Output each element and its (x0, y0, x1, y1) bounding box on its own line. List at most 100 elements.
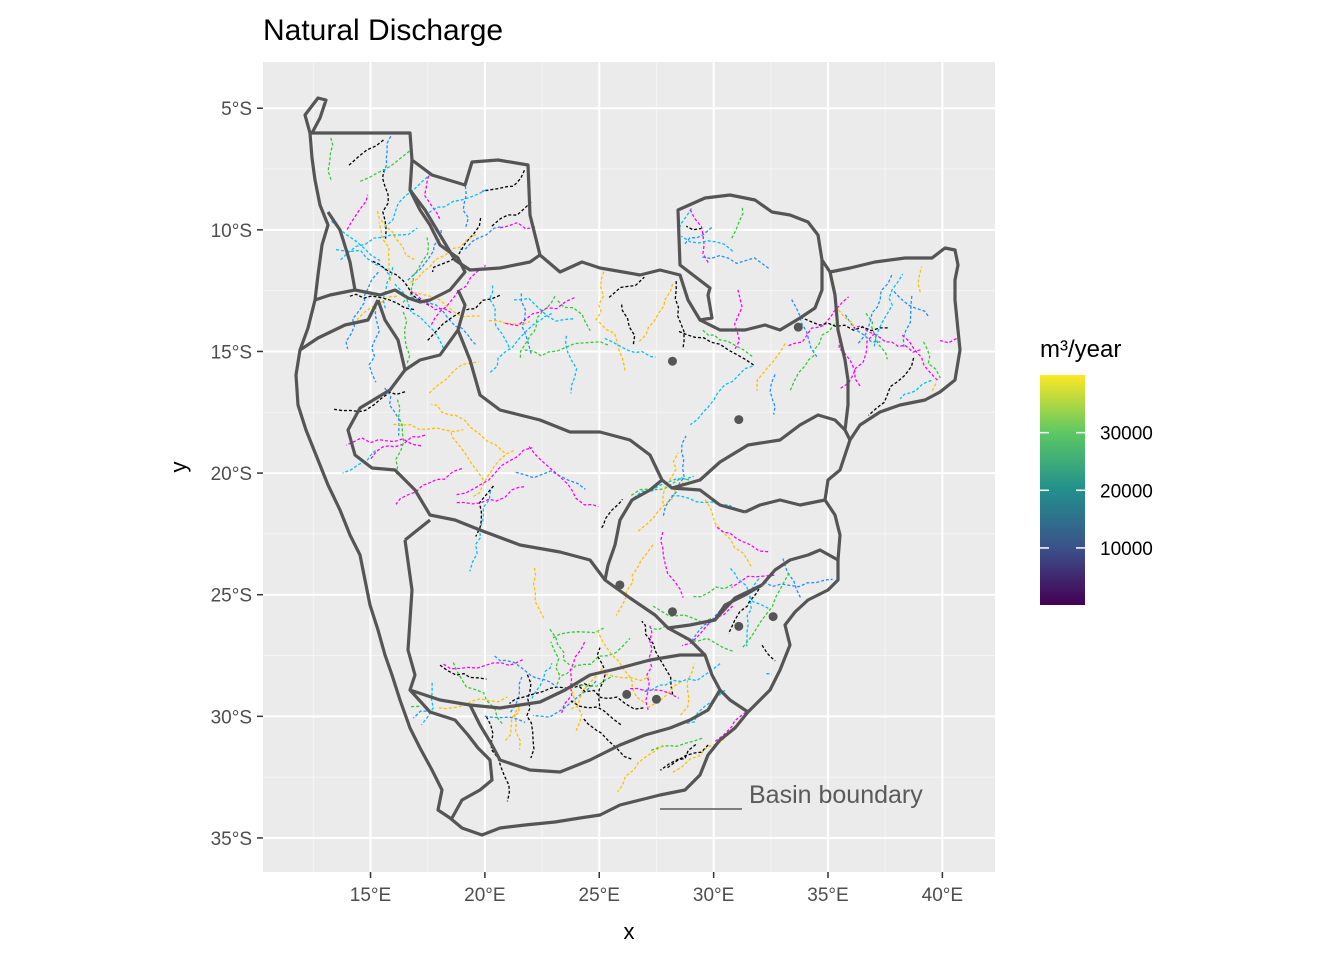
river-segment (420, 682, 434, 726)
station-point (615, 580, 625, 590)
river-segment (604, 337, 656, 358)
river-segment (714, 525, 769, 553)
river-segment (409, 290, 452, 314)
river-segment (801, 317, 888, 332)
river-segment (504, 708, 520, 742)
river-segment (704, 499, 752, 567)
river-segment (615, 544, 654, 616)
river-segment (372, 260, 430, 306)
river-segment (475, 485, 495, 537)
river-segment (430, 264, 487, 326)
river-segment (645, 623, 653, 710)
plot-title: Natural Discharge (263, 14, 503, 47)
river-segment (348, 138, 385, 166)
river-segment (376, 209, 415, 260)
river-segment (473, 450, 514, 497)
river-segment (730, 567, 770, 610)
river-segment (484, 715, 526, 724)
river-segment (678, 330, 754, 366)
river-segment (893, 291, 930, 318)
river-segment (930, 383, 937, 393)
river-segment (731, 206, 744, 239)
y-tick-label: 10°S (211, 221, 252, 242)
river-segment (790, 298, 818, 358)
river-segment (594, 269, 606, 321)
plot-panel (263, 62, 995, 872)
river-segment (431, 217, 482, 273)
river-segment (742, 572, 790, 648)
river-segment (667, 744, 709, 769)
river-segment (633, 475, 694, 499)
river-segment (345, 437, 422, 447)
y-tick-label: 15°S (211, 342, 252, 363)
river-segment (431, 403, 506, 454)
river-segment (557, 300, 591, 332)
river-segment (939, 337, 958, 344)
river-segment (509, 683, 592, 705)
river-segment (393, 423, 464, 433)
river-segment (550, 641, 561, 685)
river-segment (414, 291, 480, 318)
river-segment (450, 432, 485, 482)
station-point (734, 621, 744, 631)
river-segment (378, 222, 392, 281)
river-segment (564, 335, 578, 394)
river-segment (488, 319, 531, 326)
x-tick-label: 25°E (579, 885, 620, 906)
river-segment (515, 470, 586, 490)
river-segment (370, 434, 426, 460)
y-tick-label: 30°S (211, 707, 252, 728)
river-segment (402, 311, 411, 365)
y-tick-label: 35°S (211, 829, 252, 850)
legend-title: m³/year (1040, 336, 1121, 363)
river-segment (407, 227, 443, 281)
river-segment (769, 374, 776, 415)
river-segment (873, 273, 904, 347)
river-segment (702, 254, 771, 270)
legend-tick-label: 20000 (1100, 481, 1153, 502)
river-segment (482, 170, 525, 192)
river-segment (368, 306, 380, 383)
river-segment (684, 227, 713, 245)
legend-tick-label: 10000 (1100, 539, 1153, 560)
river-segment (692, 583, 733, 598)
river-segment (383, 133, 393, 173)
river-segment (714, 708, 751, 742)
river-segment (637, 481, 684, 532)
y-axis-ticks: 5°S 10°S 15°S 20°S 25°S 30°S 35°S (211, 99, 263, 850)
river-segment (402, 236, 430, 303)
station-point (734, 415, 744, 425)
river-segment (549, 628, 570, 666)
river-segment (917, 266, 923, 293)
river-segment (701, 329, 753, 357)
river-segment (360, 149, 411, 182)
river-segment (514, 297, 574, 322)
river-segment (340, 227, 418, 261)
river-segment (382, 265, 394, 309)
river-segment (763, 578, 833, 588)
river-segment (789, 323, 836, 391)
river-segment (526, 674, 535, 759)
river-segment (395, 399, 405, 476)
river-segment (408, 234, 477, 284)
x-axis-title: x (624, 919, 635, 944)
river-segment (865, 312, 888, 360)
river-segment (570, 700, 622, 726)
river-segment (671, 495, 745, 513)
river-segment (532, 566, 545, 619)
river-segment (647, 680, 683, 709)
river-segment (689, 365, 753, 426)
river-segment (731, 574, 775, 588)
river-segment (452, 662, 505, 726)
river-segment (427, 294, 501, 342)
x-tick-label: 30°E (693, 885, 734, 906)
river-segment (838, 339, 861, 387)
river-segment (678, 206, 693, 229)
river-segment (583, 718, 633, 761)
x-tick-label: 35°E (807, 885, 848, 906)
river-segment (638, 282, 674, 342)
river-segment (528, 446, 599, 508)
river-segment (620, 302, 636, 345)
river-segment (330, 220, 381, 262)
